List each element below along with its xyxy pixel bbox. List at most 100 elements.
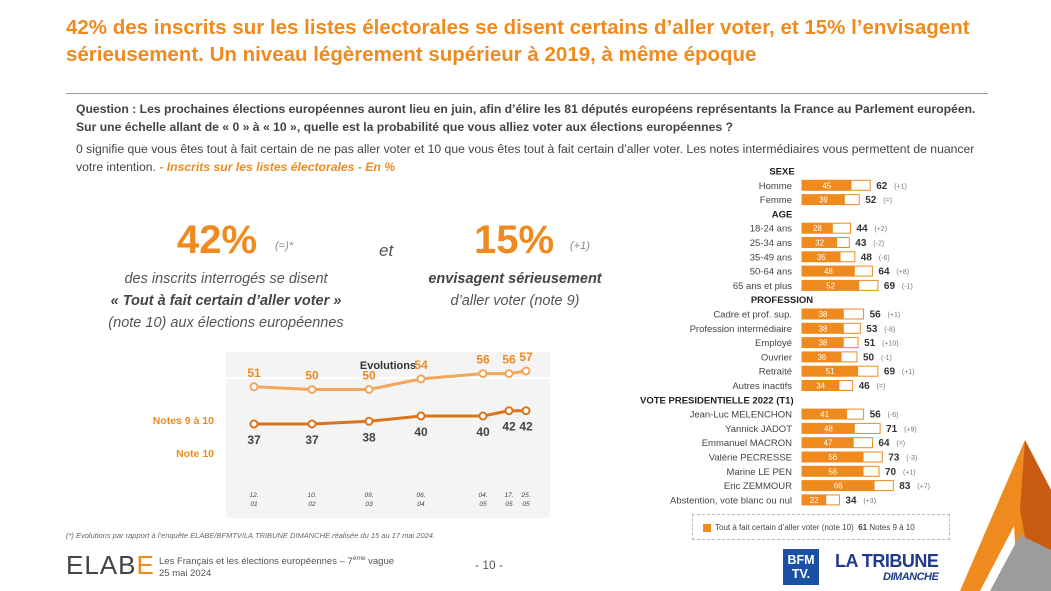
bar-notes-9-10-label-2-0: 56 (870, 310, 882, 321)
footer-study-title: Les Français et les élections européenne… (159, 553, 394, 568)
row-label-3-2: Emmanuel MACRON (702, 438, 792, 449)
bfmtv-logo-top: BFM (787, 553, 815, 567)
x-tick-label-1: 10. 02 (307, 492, 316, 508)
bar-note-10-label-2-1: 38 (818, 324, 827, 333)
row-label-2-1: Profession intermédiaire (690, 324, 792, 335)
kpi-serious-value: 15% (474, 218, 555, 262)
bar-notes-9-10-label-3-4: 70 (885, 467, 897, 478)
bar-notes-9-10-label-0-0: 62 (876, 181, 888, 192)
row-label-2-4: Retraité (759, 367, 792, 378)
connector-text: et (379, 241, 394, 260)
kpi-serious-description: envisagent sérieusement d’aller voter (n… (400, 268, 630, 312)
bar-note-10-label-1-4: 52 (826, 281, 835, 290)
row-label-3-4: Marine LE PEN (727, 467, 793, 478)
breakdown-bar-chart: SEXE Homme 45 62 (+1) Femme 39 52 (=) AGE 18-24 an… (640, 167, 930, 507)
bar-change-label-0-1: (=) (883, 198, 892, 205)
series-point-1-0 (249, 419, 259, 429)
row-label-2-0: Cadre et prof. sup. (713, 310, 792, 321)
kpi-certain-line3: (note 10) aux élections européennes (108, 315, 344, 331)
series-value-label-0-5: 56 (502, 353, 516, 367)
row-label-2-3: Ouvrier (761, 352, 792, 363)
row-label-1-0: 18-24 ans (750, 224, 793, 235)
series-value-label-1-2: 38 (362, 430, 376, 444)
group-header-3: VOTE PRESIDENTIELLE 2022 (T1) (640, 395, 794, 406)
bar-notes-9-10-label-2-3: 50 (863, 352, 875, 363)
row-label-3-5: Eric ZEMMOUR (724, 481, 792, 492)
bar-notes-9-10-label-3-2: 64 (878, 438, 890, 449)
bar-note-10-2-4 (802, 366, 859, 377)
bar-note-10-label-1-3: 48 (824, 267, 833, 276)
bar-notes-9-10-label-2-1: 53 (866, 324, 878, 335)
x-tick-label-2: 09. 03 (364, 492, 373, 508)
bar-change-label-3-4: (+1) (903, 469, 916, 476)
bar-note-10-label-3-0: 41 (820, 410, 829, 419)
legend-swatch (703, 523, 711, 532)
bar-change-label-2-4: (+1) (902, 369, 915, 376)
bar-notes-9-10-label-3-6: 34 (845, 495, 857, 506)
row-label-2-5: Autres inactifs (732, 381, 792, 392)
series-point-0-6 (521, 366, 531, 376)
la-tribune-logo-sub: DIMANCHE (883, 571, 939, 583)
legend-label-note9-10: Notes 9 à 10 (869, 523, 915, 532)
series-point-0-2 (364, 385, 374, 394)
series-value-label-0-1: 50 (305, 369, 319, 383)
bar-change-label-3-5: (+7) (917, 484, 930, 491)
series-point-0-1 (307, 385, 317, 394)
bar-note-10-1-0 (802, 223, 833, 234)
group-header-0: SEXE (769, 167, 794, 178)
series-point-0-3 (416, 374, 426, 384)
evolution-chart: Evolutions 51 50 50 54 56 56 57 37 37 38 40 40 42 42 12… (226, 352, 550, 518)
bar-note-10-3-4 (802, 466, 864, 477)
row-label-3-3: Valérie PECRESSE (709, 453, 792, 464)
bar-change-label-1-1: (-2) (873, 241, 884, 248)
footer-study-info: Les Français et les élections européenne… (159, 553, 394, 580)
x-tick-label-6: 25. 05 (520, 492, 530, 508)
bar-notes-9-10-label-1-4: 69 (884, 281, 896, 292)
bar-note-10-1-4 (802, 280, 860, 291)
bar-note-10-label-0-1: 39 (819, 196, 828, 205)
row-label-0-0: Homme (759, 181, 792, 192)
group-header-2: PROFESSION (751, 295, 813, 306)
sample-description: - Inscrits sur les listes électorales - … (159, 160, 396, 174)
row-label-3-6: Abstention, vote blanc ou nul (670, 495, 792, 506)
bar-note-10-label-3-4: 56 (828, 467, 837, 476)
row-label-0-1: Femme (760, 195, 792, 206)
bar-change-label-3-3: (-3) (906, 455, 917, 462)
bar-note-10-label-3-3: 56 (828, 453, 837, 462)
bar-notes-9-10-label-3-0: 56 (870, 410, 882, 421)
bfmtv-logo-bottom: TV. (791, 567, 811, 581)
bar-note-10-2-2 (802, 337, 844, 348)
row-label-1-2: 35-49 ans (750, 252, 793, 263)
footer-date: 25 mai 2024 (159, 568, 212, 580)
series-value-label-1-1: 37 (305, 433, 319, 447)
bar-note-10-2-1 (802, 323, 844, 334)
question-explanation: 0 signifie que vous êtes tout à fait cer… (76, 140, 976, 176)
x-tick-label-0: 12. 01 (249, 492, 258, 508)
la-tribune-logo-text: LA TRIBUNE (835, 551, 939, 571)
row-label-1-3: 50-64 ans (750, 267, 793, 278)
footer-study-title-end: vague (365, 556, 395, 568)
series-point-1-5 (504, 406, 514, 416)
series-value-label-0-0: 51 (247, 366, 261, 380)
series-point-1-1 (307, 419, 317, 429)
bar-notes-9-10-label-1-3: 64 (878, 267, 890, 278)
group-header-1: AGE (772, 209, 793, 220)
bar-change-label-2-5: (=) (877, 384, 886, 391)
series-point-1-2 (364, 416, 374, 426)
bar-note-10-label-1-2: 35 (817, 253, 826, 262)
la-tribune-logo: LA TRIBUNE DIMANCHE (835, 551, 939, 586)
series-value-label-1-3: 40 (414, 425, 428, 439)
bar-legend: Tout à fait certain d’aller voter (note … (692, 514, 950, 540)
bar-note-10-3-2 (802, 437, 854, 448)
row-label-3-0: Jean-Luc MELENCHON (690, 410, 793, 421)
bar-note-10-3-1 (802, 423, 855, 434)
bar-notes-9-10-label-2-4: 69 (884, 367, 896, 378)
footer-study-title-sup: ème (352, 555, 366, 562)
bar-note-10-2-5 (802, 380, 840, 391)
bar-notes-9-10-label-1-0: 44 (856, 224, 868, 235)
kpi-serious-line2: d’aller voter (note 9) (450, 293, 580, 309)
series-value-label-0-4: 56 (476, 353, 490, 367)
footer-study-title-text: Les Français et les élections européenne… (159, 556, 353, 568)
bar-note-10-3-3 (802, 452, 864, 462)
bar-notes-9-10-label-2-5: 46 (859, 381, 871, 392)
